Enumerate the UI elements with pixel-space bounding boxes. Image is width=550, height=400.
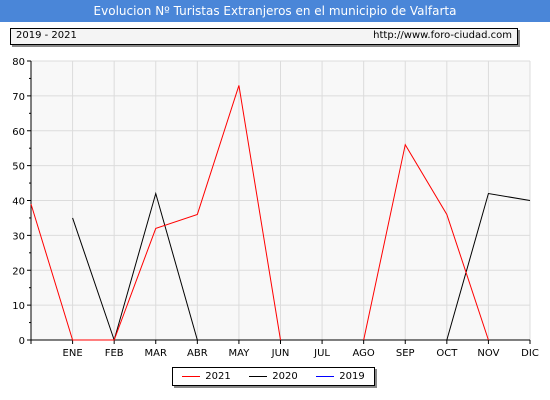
period-label: 2019 - 2021 xyxy=(16,30,77,41)
x-tick-label: ABR xyxy=(187,348,208,359)
legend-swatch-2021 xyxy=(182,376,201,377)
series-line-2021 xyxy=(30,85,281,341)
legend-swatch-2020 xyxy=(249,376,268,377)
x-tick-label: DIC xyxy=(521,348,539,359)
legend-label-2021: 2021 xyxy=(205,371,231,382)
x-tick-label: JUN xyxy=(271,348,290,359)
x-tick-label: AGO xyxy=(353,348,375,359)
legend-label-2020: 2020 xyxy=(272,371,298,382)
series-line-2021 xyxy=(363,143,489,341)
y-tick-label: 70 xyxy=(12,92,25,103)
legend-swatch-2019 xyxy=(316,376,335,377)
x-tick-label: JUL xyxy=(313,348,330,359)
legend-item-2020: 2020 xyxy=(249,371,298,382)
y-tick-label: 80 xyxy=(12,57,25,68)
x-tick-label: ENE xyxy=(63,348,83,359)
x-tick-label: SEP xyxy=(396,348,415,359)
info-row: 2019 - 2021 http://www.foro-ciudad.com xyxy=(10,28,518,45)
y-tick-label: 10 xyxy=(12,301,25,312)
legend-item-2019: 2019 xyxy=(316,371,365,382)
source-url: http://www.foro-ciudad.com xyxy=(373,30,512,41)
y-tick-label: 40 xyxy=(12,197,25,208)
legend: 2021 2020 2019 xyxy=(172,367,375,386)
x-tick-label: NOV xyxy=(477,348,499,359)
y-tick-label: 60 xyxy=(12,127,25,138)
x-tick-label: MAR xyxy=(145,348,167,359)
legend-label-2019: 2019 xyxy=(339,371,365,382)
y-tick-label: 50 xyxy=(12,162,25,173)
y-tick-label: 0 xyxy=(19,336,25,347)
series-line-2020 xyxy=(72,191,198,342)
series-line-2020 xyxy=(446,192,531,341)
x-tick-label: MAY xyxy=(229,348,251,359)
chart-title: Evolucion Nº Turistas Extranjeros en el … xyxy=(0,0,550,22)
x-tick-label: OCT xyxy=(436,348,458,359)
legend-item-2021: 2021 xyxy=(182,371,231,382)
y-tick-label: 30 xyxy=(12,231,25,242)
y-tick-label: 20 xyxy=(12,266,25,277)
x-tick-label: FEB xyxy=(105,348,124,359)
